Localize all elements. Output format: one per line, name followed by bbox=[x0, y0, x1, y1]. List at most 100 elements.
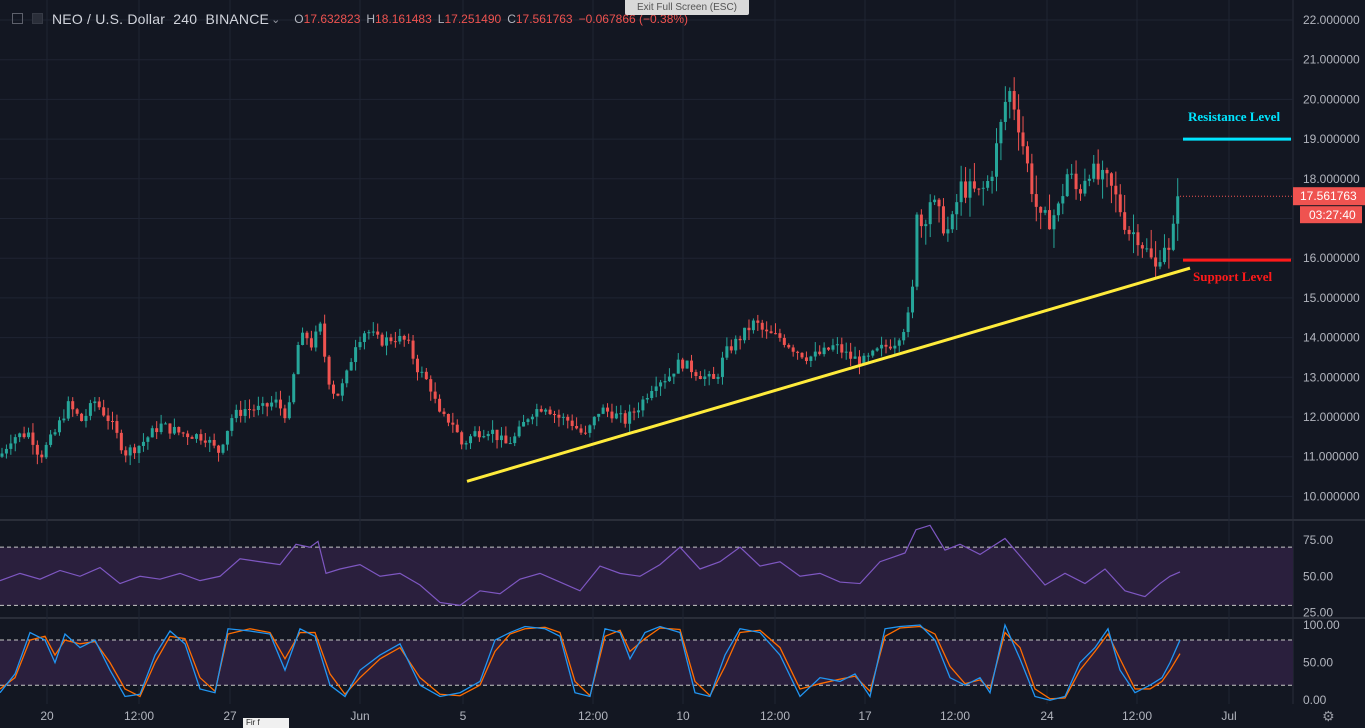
candle-body bbox=[75, 409, 79, 414]
candle-body bbox=[579, 428, 583, 433]
price-tick-label: 14.000000 bbox=[1303, 331, 1360, 345]
exit-fullscreen-button[interactable]: Exit Full Screen (ESC) bbox=[625, 0, 749, 15]
candle-body bbox=[362, 333, 366, 343]
candle-body bbox=[606, 407, 610, 412]
candle-body bbox=[950, 214, 954, 230]
candle-body bbox=[80, 413, 84, 422]
candle-body bbox=[301, 332, 305, 345]
candle-body bbox=[194, 434, 198, 439]
candle-body bbox=[703, 376, 707, 379]
candle-body bbox=[345, 370, 349, 384]
low-value: 17.251490 bbox=[444, 12, 502, 26]
candle-body bbox=[1056, 203, 1060, 216]
candle-body bbox=[915, 214, 919, 287]
candle-body bbox=[553, 414, 556, 416]
low-label: L bbox=[437, 12, 445, 26]
candle-body bbox=[875, 348, 879, 351]
candle-body bbox=[1039, 206, 1043, 213]
candle-body bbox=[526, 419, 530, 422]
candle-body bbox=[442, 411, 446, 415]
candle-body bbox=[508, 443, 512, 445]
candle-body bbox=[252, 409, 256, 411]
candle-body bbox=[389, 337, 393, 342]
settings-gear-icon[interactable]: ⚙ bbox=[1322, 708, 1335, 724]
time-tick-label: 12:00 bbox=[1122, 709, 1152, 723]
candle-body bbox=[1083, 180, 1087, 194]
candle-body bbox=[866, 355, 870, 357]
exchange: BINANCE bbox=[205, 11, 270, 27]
collapse-icon[interactable] bbox=[32, 13, 43, 24]
candle-body bbox=[239, 409, 243, 416]
candle-body bbox=[588, 425, 592, 433]
candle-body bbox=[0, 453, 4, 457]
candle-body bbox=[287, 402, 291, 419]
candle-body bbox=[831, 345, 835, 350]
price-tick-label: 18.000000 bbox=[1303, 172, 1360, 186]
candle-body bbox=[902, 332, 906, 341]
candle-body bbox=[309, 338, 313, 348]
candle-body bbox=[535, 409, 539, 417]
candle-body bbox=[641, 399, 645, 411]
stoch-k-line bbox=[0, 622, 1181, 701]
candle-body bbox=[513, 436, 517, 444]
candle-body bbox=[27, 432, 31, 438]
candle-body bbox=[575, 425, 579, 429]
candle-body bbox=[411, 340, 415, 359]
price-tick-label: 13.000000 bbox=[1303, 370, 1360, 384]
candle-body bbox=[402, 335, 406, 340]
stoch-band-fill bbox=[0, 640, 1293, 686]
candle-body bbox=[857, 356, 861, 365]
candle-body bbox=[619, 413, 623, 415]
candle-body bbox=[261, 403, 265, 406]
countdown-tag bbox=[1300, 206, 1362, 224]
candle-body bbox=[747, 327, 751, 331]
change-value: −0.067866 (−0.38%) bbox=[578, 12, 689, 26]
candle-body bbox=[217, 445, 221, 453]
candle-body bbox=[946, 229, 950, 234]
candle-body bbox=[181, 432, 185, 434]
candle-body bbox=[813, 351, 817, 357]
candle-body bbox=[924, 224, 928, 227]
candle-body bbox=[225, 430, 229, 445]
candle-body bbox=[1078, 189, 1082, 194]
candle-body bbox=[1158, 262, 1162, 267]
candle-body bbox=[716, 376, 720, 379]
time-tick-label: 20 bbox=[40, 709, 54, 723]
stoch-tick-label: 100.00 bbox=[1303, 618, 1340, 632]
candle-body bbox=[1167, 247, 1171, 250]
candle-body bbox=[1096, 163, 1100, 180]
candle-body bbox=[106, 415, 110, 421]
candle-body bbox=[681, 359, 685, 369]
candle-body bbox=[676, 359, 680, 374]
time-tick-label: 12:00 bbox=[940, 709, 970, 723]
candle-body bbox=[897, 340, 901, 346]
candle-body bbox=[592, 416, 596, 426]
candle-body bbox=[155, 428, 159, 433]
candle-body bbox=[782, 337, 786, 345]
price-tick-label: 10.000000 bbox=[1303, 489, 1360, 503]
expand-icon[interactable] bbox=[12, 13, 23, 24]
candle-body bbox=[137, 445, 141, 454]
time-tick-label: 10 bbox=[676, 709, 690, 723]
chevron-down-icon[interactable]: ⌄ bbox=[271, 13, 281, 26]
candle-body bbox=[822, 347, 826, 355]
candle-body bbox=[504, 435, 508, 444]
rsi-pane bbox=[0, 524, 1293, 606]
candle-body bbox=[1118, 194, 1122, 213]
candle-body bbox=[844, 351, 848, 353]
symbol-title[interactable]: NEO / U.S. Dollar 240 BINANCE bbox=[52, 11, 269, 27]
time-tick-label: Jun bbox=[350, 709, 369, 723]
time-tick-label: Jul bbox=[1221, 709, 1236, 723]
candle-body bbox=[256, 405, 260, 410]
candle-body bbox=[906, 312, 910, 333]
candle-body bbox=[451, 422, 455, 425]
candle-body bbox=[1105, 169, 1109, 174]
candle-body bbox=[1114, 185, 1118, 195]
candle-body bbox=[234, 409, 238, 419]
candle-body bbox=[270, 402, 274, 407]
candle-body bbox=[111, 420, 114, 422]
candle-body bbox=[349, 362, 353, 371]
candle-body bbox=[667, 376, 671, 382]
candle-body bbox=[115, 421, 119, 433]
